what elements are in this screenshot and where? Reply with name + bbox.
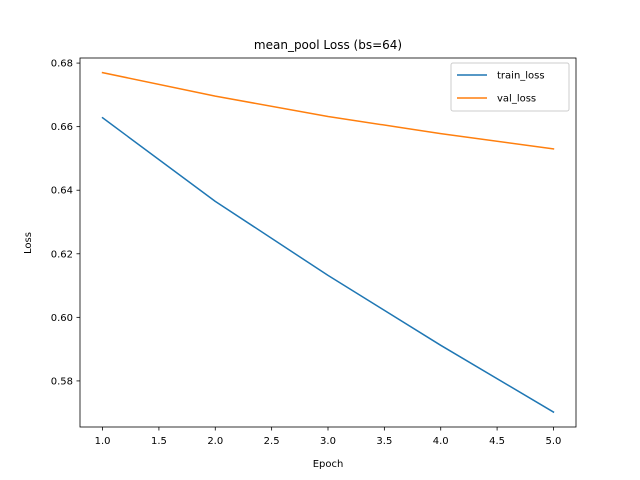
chart-title: mean_pool Loss (bs=64) — [254, 38, 402, 52]
y-tick-label: 0.58 — [51, 376, 73, 387]
y-tick-label: 0.62 — [51, 249, 73, 260]
y-tick-label: 0.66 — [51, 122, 73, 133]
x-tick-label: 3.5 — [376, 436, 392, 447]
x-tick-label: 2.0 — [207, 436, 223, 447]
x-tick-label: 2.5 — [264, 436, 280, 447]
x-tick-label: 5.0 — [546, 436, 562, 447]
y-axis-label: Loss — [23, 232, 34, 254]
series-line-val-loss — [101, 71, 555, 150]
legend: train_loss val_loss — [450, 62, 570, 112]
x-tick-label: 1.5 — [151, 436, 167, 447]
x-axis-label: Epoch — [313, 459, 344, 470]
y-tick-label: 0.68 — [51, 59, 73, 70]
legend-label-train-loss: train_loss — [497, 71, 545, 82]
x-tick-label: 4.0 — [433, 436, 449, 447]
legend-label-val-loss: val_loss — [497, 94, 536, 105]
y-tick-label: 0.64 — [51, 186, 73, 197]
y-axis: 0.58 0.60 0.62 0.64 0.66 0.68 — [51, 59, 80, 387]
y-tick-label: 0.60 — [51, 313, 73, 324]
x-tick-label: 1.0 — [95, 436, 111, 447]
x-tick-label: 3.0 — [320, 436, 336, 447]
x-axis: 1.0 1.5 2.0 2.5 3.0 3.5 4.0 4.5 5.0 — [95, 427, 562, 447]
x-tick-label: 4.5 — [489, 436, 505, 447]
series-line-train-loss — [101, 116, 555, 414]
series-lines — [101, 71, 555, 414]
